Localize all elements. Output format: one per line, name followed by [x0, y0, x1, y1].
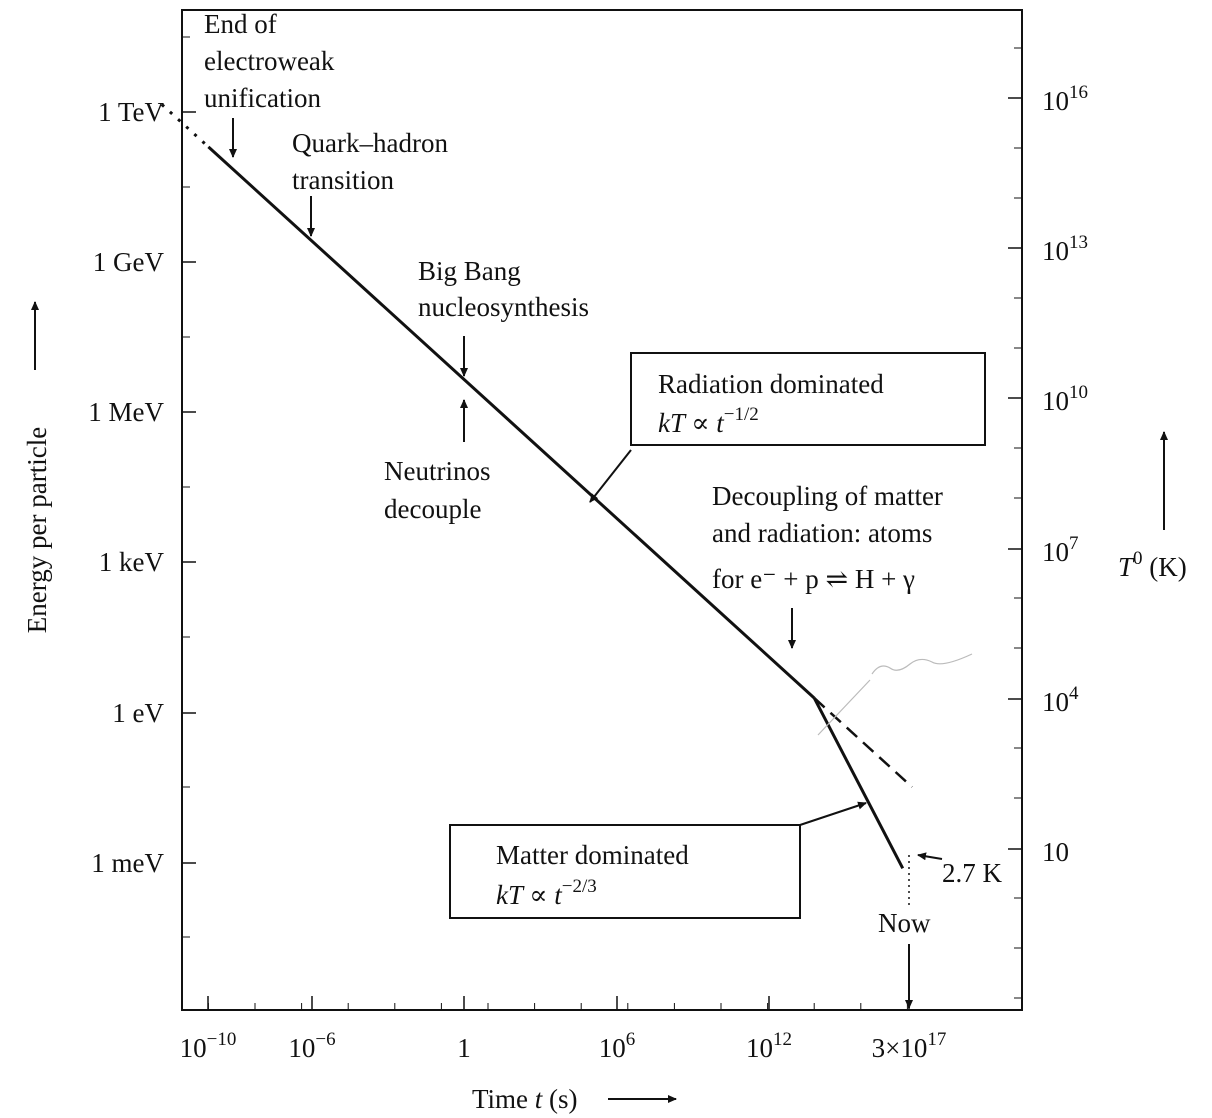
x-tick-label: 1012: [746, 1029, 792, 1063]
label-temp-now: 2.7 K: [942, 858, 1003, 888]
label-quark-hadron-2: transition: [292, 165, 394, 195]
radiation-dominated-line: [207, 145, 816, 700]
radiation-box: [630, 352, 986, 446]
radiation-box-pointer: [589, 449, 632, 503]
label-bbn-1: Big Bang: [418, 256, 521, 286]
x-tick-label: 10−6: [288, 1029, 335, 1063]
y-axis-left-title: Energy per particle: [22, 427, 52, 633]
y-right-tick-label: 1016: [1042, 82, 1088, 116]
y-left-tick-label: 1 GeV: [93, 247, 165, 277]
matter-box-pointer: [799, 801, 867, 826]
x-tick-label: 106: [599, 1029, 636, 1063]
x-axis-title: Time t (s): [472, 1084, 578, 1114]
x-tick-label: 3×1017: [872, 1029, 947, 1063]
y-axis-left-ticks: 1 TeV 1 GeV 1 MeV 1 keV 1 eV 1 meV: [88, 36, 196, 938]
matter-dominated-line: [812, 697, 905, 870]
label-quark-hadron-1: Quark–hadron: [292, 128, 448, 158]
y-left-tick-label: 1 keV: [99, 547, 165, 577]
label-now: Now: [878, 908, 931, 938]
arrow-temp-now: [917, 852, 943, 861]
y-axis-right-title: T0 (K): [1118, 548, 1187, 582]
label-decoupling-1: Decoupling of matter: [712, 481, 943, 511]
label-decoupling-2: and radiation: atoms: [712, 518, 932, 548]
label-electroweak-3: unification: [204, 83, 321, 113]
y-right-tick-label: 1013: [1042, 232, 1088, 266]
radiation-box-formula: kT ∝ t−1/2: [658, 404, 759, 438]
matter-box-formula: kT ∝ t−2/3: [496, 876, 597, 910]
y-right-tick-label: 107: [1042, 533, 1079, 567]
x-tick-label: 10−10: [180, 1029, 237, 1063]
matter-box-title: Matter dominated: [496, 840, 689, 870]
plot-frame: [181, 9, 1023, 1011]
radiation-extrapolation-dashed-line: [813, 697, 913, 788]
label-neutrinos-1: Neutrinos: [384, 456, 490, 486]
label-electroweak-1: End of: [204, 9, 277, 39]
y-right-tick-label: 1010: [1042, 382, 1088, 416]
y-left-tick-label: 1 eV: [112, 698, 164, 728]
y-right-tick-label: 10: [1042, 837, 1069, 867]
matter-box: [449, 824, 801, 919]
y-axis-right-ticks: 1016 1013 1010 107 104 10: [1008, 47, 1088, 999]
handwritten-mark: [817, 653, 973, 736]
label-bbn-2: nucleosynthesis: [418, 292, 589, 322]
y-left-tick-label: 1 MeV: [88, 397, 164, 427]
y-right-tick-label: 104: [1042, 683, 1079, 717]
label-neutrinos-2: decouple: [384, 494, 481, 524]
extrapolation-dotted-line: [160, 103, 210, 148]
label-electroweak-2: electroweak: [204, 46, 335, 76]
y-left-tick-label: 1 TeV: [98, 97, 164, 127]
label-decoupling-3: for e⁻ + p ⇌ H + γ: [712, 564, 915, 594]
x-tick-label: 1: [457, 1033, 471, 1063]
y-left-tick-label: 1 meV: [91, 848, 164, 878]
radiation-box-title: Radiation dominated: [658, 369, 884, 399]
x-axis-ticks: 10−10 10−6 1 106 1012 3×1017: [180, 996, 947, 1063]
